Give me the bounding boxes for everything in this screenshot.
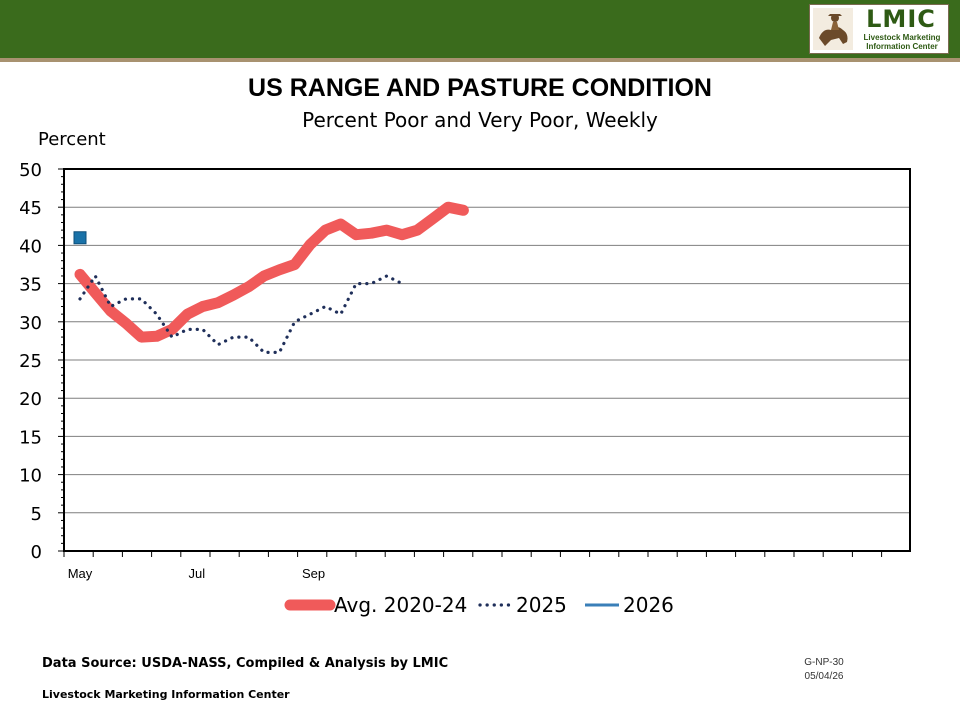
y-tick-label: 35 [19, 275, 42, 296]
y-tick-label: 0 [31, 542, 42, 563]
chart-title: US RANGE AND PASTURE CONDITION [248, 74, 712, 102]
series-2026-point [73, 231, 87, 245]
y-tick-label: 50 [19, 160, 42, 181]
x-tick-label: May [68, 566, 93, 581]
legend-label: 2025 [516, 593, 567, 617]
legend-label: 2026 [623, 593, 674, 617]
y-tick-label: 15 [19, 427, 42, 448]
cowboy-logo-icon [813, 8, 853, 50]
logo-title: LMIC [866, 5, 936, 33]
chart-subtitle: Percent Poor and Very Poor, Weekly [302, 108, 658, 132]
y-tick-label: 45 [19, 198, 42, 219]
y-tick-label: 20 [19, 389, 42, 410]
lmic-logo: LMIC Livestock Marketing Information Cen… [809, 4, 949, 54]
logo-subtitle-line2: Information Center [866, 42, 938, 51]
logo-subtitle-line1: Livestock Marketing [863, 33, 941, 42]
x-tick-label: Jul [188, 566, 205, 581]
logo-subtitle: Livestock Marketing Information Center [856, 33, 948, 51]
y-tick-label: 30 [19, 313, 42, 334]
y-tick-label: 5 [31, 504, 42, 525]
chart-date: 05/04/26 [804, 671, 844, 682]
y-tick-label: 10 [19, 466, 42, 487]
series-avg-2020-24 [74, 201, 469, 343]
legend-label: Avg. 2020-24 [334, 593, 467, 617]
header-bar [0, 0, 960, 62]
y-axis-label: Percent [38, 129, 106, 150]
y-tick-label: 40 [19, 236, 42, 257]
data-source-note: Data Source: USDA-NASS, Compiled & Analy… [42, 656, 449, 671]
x-tick-label: Sep [302, 566, 325, 581]
series-2025 [78, 272, 404, 354]
chart-code: G-NP-30 [804, 657, 844, 668]
y-tick-label: 25 [19, 351, 42, 372]
organization-name: Livestock Marketing Information Center [42, 688, 290, 701]
